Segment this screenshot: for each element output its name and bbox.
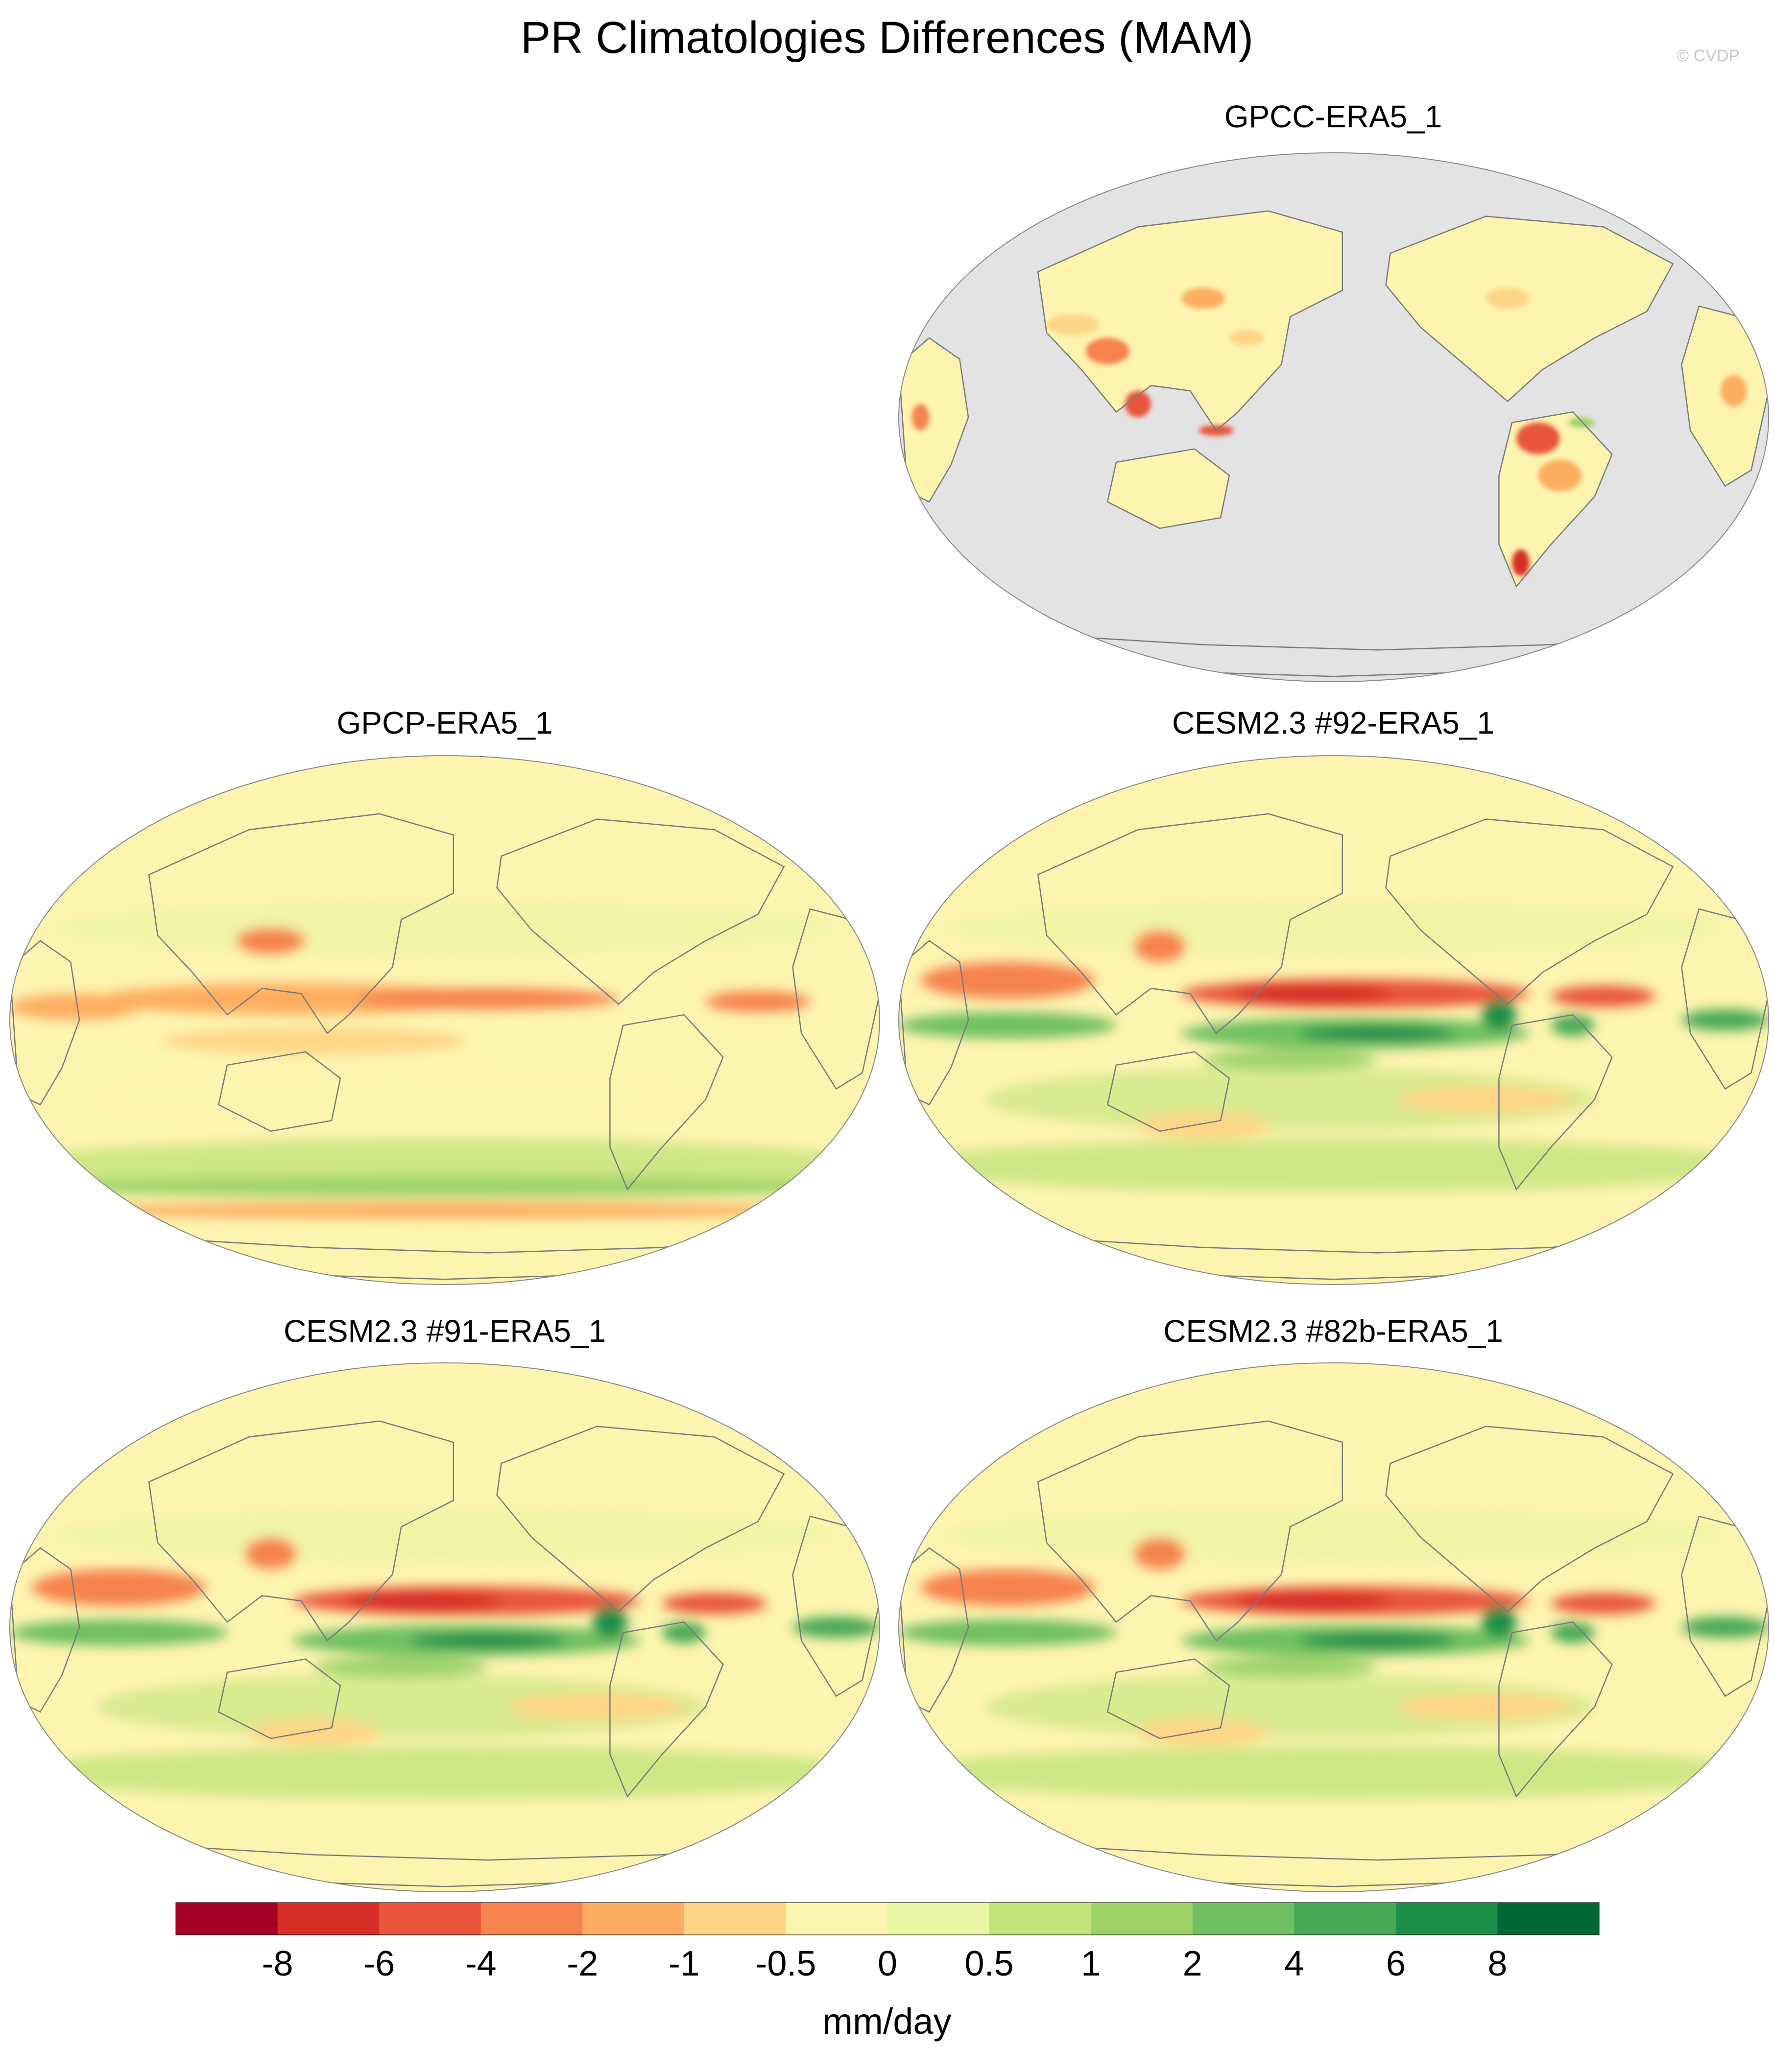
- figure-title: PR Climatologies Differences (MAM): [520, 13, 1254, 63]
- colorbar-units: mm/day: [822, 2001, 952, 2042]
- colorbar-swatch: [786, 1903, 888, 1935]
- colorbar-tick-label: -4: [465, 1944, 497, 1983]
- colorbar-tick-label: -6: [363, 1944, 395, 1983]
- colorbar-swatch: [277, 1903, 380, 1935]
- colorbar-tick-label: -8: [262, 1944, 293, 1983]
- colorbar-swatch: [684, 1903, 786, 1935]
- colorbar-swatch: [887, 1903, 990, 1935]
- colorbar-tick-label: 0.5: [964, 1944, 1014, 1983]
- colorbar-swatch: [1091, 1903, 1193, 1935]
- colorbar-swatch: [1497, 1903, 1600, 1935]
- map-cesm91: [9, 1362, 880, 1892]
- panel-title-gpcp: GPCP-ERA5_1: [336, 705, 553, 740]
- colorbar-swatch: [176, 1903, 278, 1935]
- colorbar-tick-label: 4: [1284, 1944, 1304, 1983]
- colorbar-tick-label: 8: [1487, 1944, 1508, 1983]
- colorbar-swatch: [989, 1903, 1091, 1935]
- colorbar-swatch: [1192, 1903, 1295, 1935]
- colorbar-swatch: [1395, 1903, 1498, 1935]
- colorbar-tick-label: 6: [1386, 1944, 1406, 1983]
- map-cesm92: [898, 755, 1769, 1285]
- map-cesm82b: [898, 1362, 1769, 1892]
- map-gpcp: [9, 755, 880, 1285]
- colorbar-swatch: [1294, 1903, 1396, 1935]
- panel-title-gpcc: GPCC-ERA5_1: [1224, 99, 1442, 134]
- colorbar-swatch: [582, 1903, 685, 1935]
- panel-title-cesm91: CESM2.3 #91-ERA5_1: [283, 1313, 606, 1349]
- colorbar-tick-label: -2: [567, 1944, 599, 1983]
- map-gpcc: [898, 152, 1769, 682]
- colorbar-swatch: [480, 1903, 583, 1935]
- colorbar-tick-label: 1: [1081, 1944, 1101, 1983]
- colorbar-tick-label: -0.5: [755, 1944, 816, 1983]
- colorbar-swatch: [379, 1903, 481, 1935]
- panel-title-cesm92: CESM2.3 #92-ERA5_1: [1172, 705, 1495, 740]
- panel-title-cesm82b: CESM2.3 #82b-ERA5_1: [1163, 1313, 1503, 1349]
- colorbar-tick-label: -1: [668, 1944, 700, 1983]
- colorbar-tick-label: 2: [1182, 1944, 1202, 1983]
- colorbar-tick-label: 0: [877, 1944, 898, 1983]
- credit-label: © CVDP: [1677, 47, 1740, 65]
